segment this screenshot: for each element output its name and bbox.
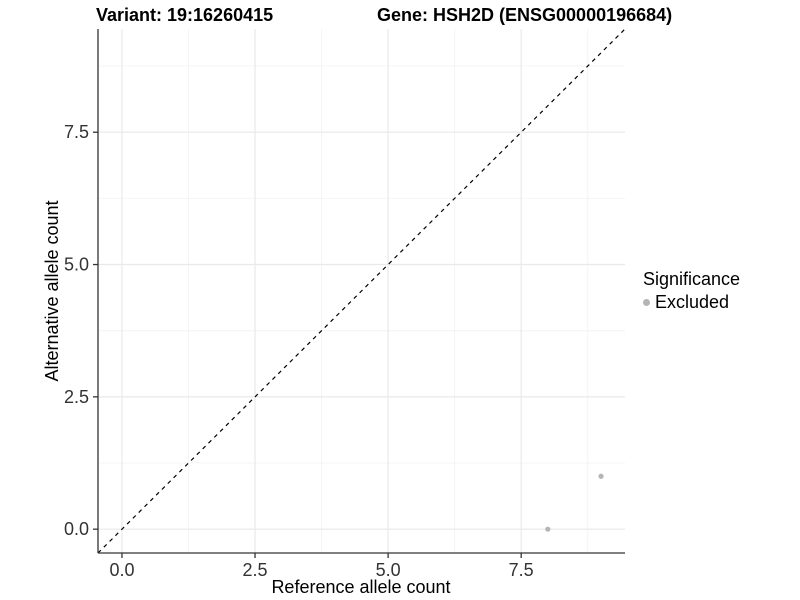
x-axis-title: Reference allele count	[271, 577, 450, 597]
y-tick-label: 0.0	[64, 519, 89, 539]
identity-line-layer	[97, 28, 626, 554]
point-icon	[643, 299, 650, 306]
x-tick-label: 5.0	[376, 560, 401, 580]
plot-title-gene: Gene: HSH2D (ENSG00000196684)	[377, 5, 673, 25]
legend: Significance Excluded	[643, 268, 740, 313]
tick-label-layer: 0.0 2.5 5.0 7.5 0.0 2.5 5.0 7.5	[64, 122, 534, 580]
data-point	[545, 526, 551, 532]
axis-layer	[93, 29, 625, 558]
y-tick-label: 5.0	[64, 255, 89, 275]
grid-layer	[98, 29, 625, 553]
y-tick-label: 2.5	[64, 387, 89, 407]
data-points-layer	[545, 473, 604, 532]
plot-title-variant: Variant: 19:16260415	[96, 5, 274, 25]
x-tick-label: 2.5	[243, 560, 268, 580]
x-tick-label: 0.0	[109, 560, 134, 580]
legend-item-label: Excluded	[655, 292, 730, 312]
y-tick-label: 7.5	[64, 122, 89, 142]
legend-item-excluded: Excluded	[643, 292, 740, 313]
y-axis-title: Alternative allele count	[42, 200, 62, 381]
x-tick-label: 7.5	[509, 560, 534, 580]
legend-title: Significance	[643, 269, 741, 289]
data-point	[598, 473, 604, 479]
identity-dashed-line	[97, 28, 626, 554]
